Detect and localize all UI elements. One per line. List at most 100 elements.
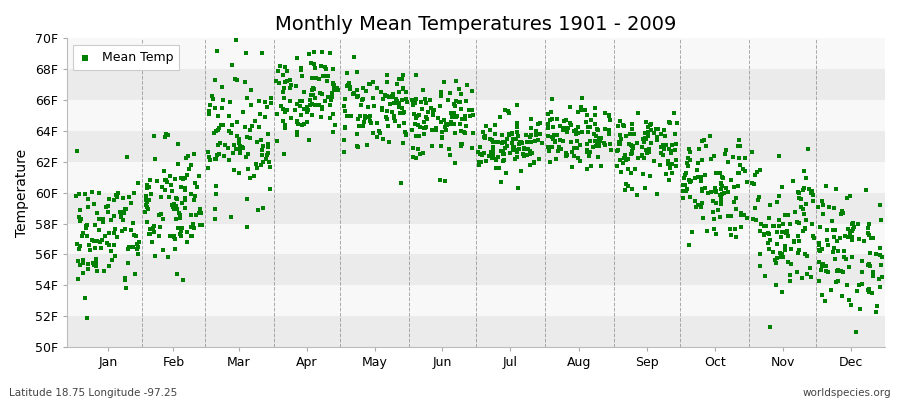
Mean Temp	[436, 128, 450, 135]
Mean Temp	[445, 110, 459, 116]
Mean Temp	[187, 197, 202, 204]
Mean Temp	[590, 126, 604, 133]
Mean Temp	[574, 104, 589, 110]
Mean Temp	[529, 132, 544, 138]
Mean Temp	[517, 146, 531, 152]
Mean Temp	[425, 143, 439, 149]
Mean Temp	[783, 272, 797, 278]
Mean Temp	[174, 175, 188, 182]
Mean Temp	[564, 164, 579, 171]
Bar	[67, 162, 885, 193]
Mean Temp	[109, 192, 123, 198]
Mean Temp	[163, 233, 177, 239]
Mean Temp	[272, 80, 286, 86]
Mean Temp	[406, 145, 420, 151]
Mean Temp	[796, 210, 811, 217]
Mean Temp	[616, 160, 630, 166]
Mean Temp	[726, 199, 741, 205]
Mean Temp	[564, 139, 579, 145]
Mean Temp	[874, 262, 888, 268]
Mean Temp	[147, 223, 161, 229]
Mean Temp	[679, 170, 693, 176]
Mean Temp	[438, 178, 453, 184]
Mean Temp	[482, 152, 496, 159]
Mean Temp	[380, 116, 394, 122]
Mean Temp	[733, 143, 747, 150]
Mean Temp	[323, 102, 338, 108]
Mean Temp	[173, 215, 187, 221]
Mean Temp	[614, 169, 628, 175]
Mean Temp	[508, 155, 523, 162]
Mean Temp	[814, 292, 829, 298]
Mean Temp	[140, 218, 154, 225]
Mean Temp	[350, 69, 365, 75]
Mean Temp	[639, 147, 653, 154]
Mean Temp	[676, 182, 690, 188]
Mean Temp	[244, 87, 258, 93]
Mean Temp	[139, 208, 153, 215]
Mean Temp	[275, 106, 290, 112]
Mean Temp	[140, 205, 155, 212]
Mean Temp	[575, 95, 590, 102]
Mean Temp	[230, 36, 244, 43]
Mean Temp	[491, 165, 506, 172]
Mean Temp	[290, 128, 304, 135]
Mean Temp	[588, 121, 602, 128]
Mean Temp	[187, 180, 202, 186]
Mean Temp	[177, 174, 192, 181]
Mean Temp	[240, 95, 255, 102]
Mean Temp	[783, 261, 797, 267]
Mean Temp	[448, 103, 463, 109]
Mean Temp	[142, 184, 157, 190]
Mean Temp	[161, 254, 176, 260]
Mean Temp	[845, 226, 859, 232]
Mean Temp	[412, 124, 427, 130]
Mean Temp	[122, 193, 137, 200]
Mean Temp	[320, 78, 334, 84]
Mean Temp	[244, 102, 258, 108]
Mean Temp	[110, 194, 124, 200]
Mean Temp	[554, 137, 568, 143]
Mean Temp	[706, 197, 720, 204]
Mean Temp	[119, 206, 133, 212]
Mean Temp	[597, 140, 611, 146]
Mean Temp	[491, 139, 506, 145]
Mean Temp	[691, 174, 706, 180]
Mean Temp	[305, 112, 320, 118]
Mean Temp	[448, 98, 463, 104]
Mean Temp	[118, 206, 132, 212]
Mean Temp	[475, 152, 490, 158]
Mean Temp	[506, 144, 520, 150]
Mean Temp	[263, 186, 277, 192]
Mean Temp	[707, 225, 722, 232]
Mean Temp	[181, 153, 195, 159]
Mean Temp	[115, 217, 130, 224]
Mean Temp	[454, 90, 468, 97]
Mean Temp	[479, 158, 493, 164]
Mean Temp	[251, 206, 266, 213]
Mean Temp	[805, 220, 819, 227]
Mean Temp	[663, 120, 678, 126]
Mean Temp	[83, 247, 97, 253]
Mean Temp	[400, 131, 414, 138]
Mean Temp	[129, 232, 143, 239]
Mean Temp	[650, 191, 664, 198]
Mean Temp	[758, 273, 772, 280]
Mean Temp	[509, 120, 524, 126]
Mean Temp	[458, 113, 473, 120]
Mean Temp	[380, 72, 394, 78]
Mean Temp	[249, 160, 264, 167]
Mean Temp	[205, 96, 220, 102]
Mean Temp	[308, 65, 322, 71]
Mean Temp	[89, 238, 104, 244]
Mean Temp	[343, 86, 357, 92]
Mean Temp	[831, 278, 845, 284]
Mean Temp	[130, 250, 145, 257]
Mean Temp	[189, 212, 203, 219]
Mean Temp	[567, 152, 581, 159]
Mean Temp	[861, 220, 876, 227]
Mean Temp	[271, 68, 285, 74]
Mean Temp	[472, 151, 487, 157]
Mean Temp	[438, 124, 453, 130]
Mean Temp	[486, 146, 500, 152]
